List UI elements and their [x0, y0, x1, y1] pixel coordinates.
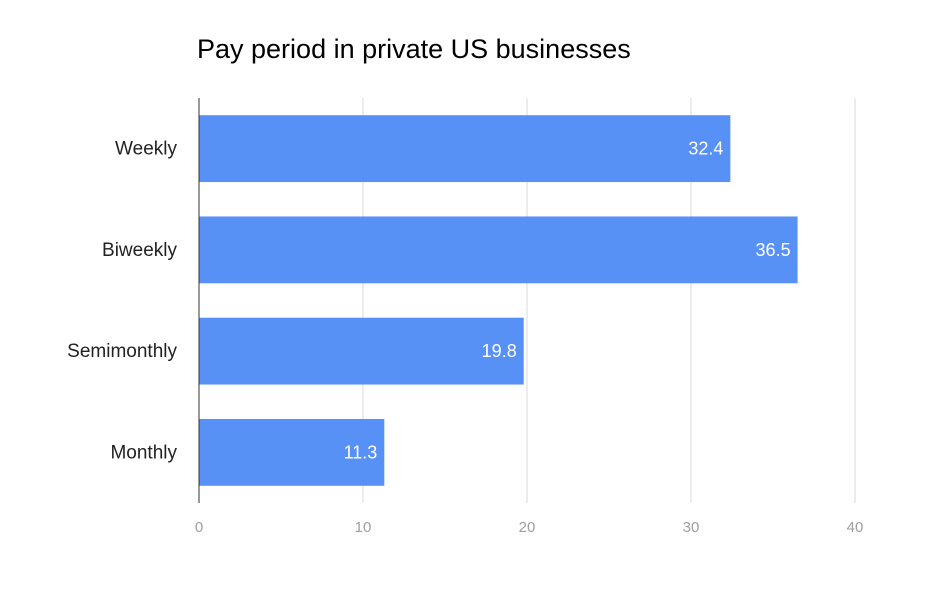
bar-data-label: 32.4	[688, 139, 723, 159]
category-label: Weekly	[115, 139, 177, 160]
bar	[199, 115, 731, 183]
bars	[199, 115, 798, 486]
x-tick-label: 30	[683, 519, 700, 536]
value-axis-tick-labels: 0 10 20 30 40	[195, 519, 864, 536]
bar-data-label: 11.3	[344, 442, 378, 462]
category-label: Monthly	[110, 442, 177, 463]
bar-data-label: 36.5	[756, 240, 791, 260]
x-tick-label: 10	[355, 519, 372, 536]
category-axis-labels: Weekly Biweekly Semimonthly Monthly	[67, 139, 177, 464]
bar	[199, 216, 798, 284]
bar-data-label: 19.8	[482, 341, 517, 361]
bar-data-labels: 32.4 36.5 19.8 11.3	[344, 139, 791, 463]
chart-title: Pay period in private US businesses	[197, 34, 631, 64]
x-tick-label: 20	[519, 519, 536, 536]
bar	[199, 317, 524, 385]
category-label: Biweekly	[102, 240, 177, 261]
category-label: Semimonthly	[67, 341, 177, 362]
x-tick-label: 0	[195, 519, 203, 536]
x-tick-label: 40	[847, 519, 864, 536]
bar	[199, 418, 385, 486]
